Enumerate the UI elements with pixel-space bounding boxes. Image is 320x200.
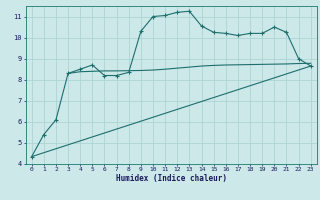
X-axis label: Humidex (Indice chaleur): Humidex (Indice chaleur) [116,174,227,183]
